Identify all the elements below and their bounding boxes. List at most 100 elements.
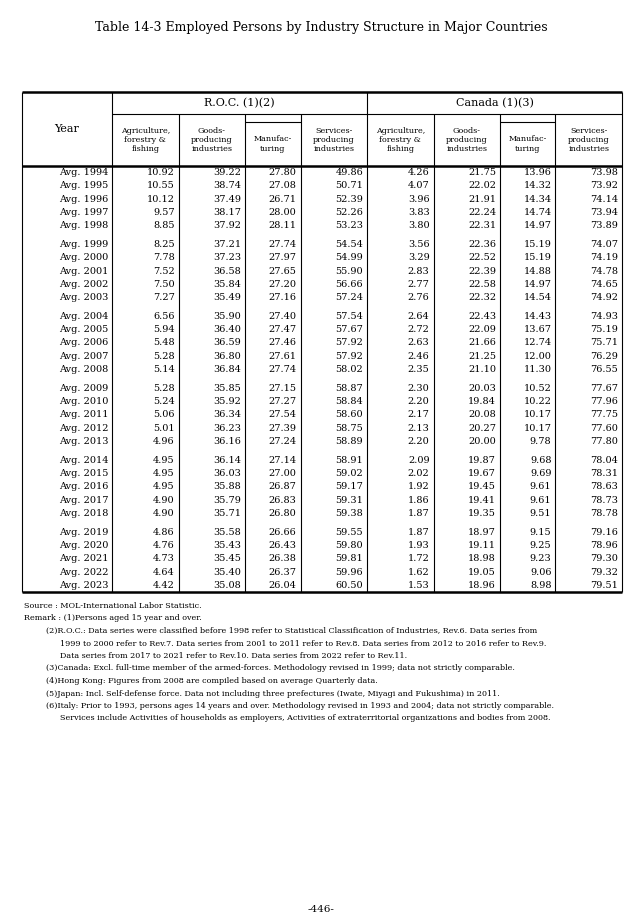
Text: Avg. 2010: Avg. 2010 — [58, 397, 108, 407]
Text: 4.73: 4.73 — [153, 554, 175, 564]
Text: Avg. 2011: Avg. 2011 — [58, 410, 108, 419]
Text: Avg. 2018: Avg. 2018 — [58, 509, 108, 517]
Text: 26.80: 26.80 — [269, 509, 297, 517]
Text: 27.97: 27.97 — [268, 253, 297, 262]
Text: 78.73: 78.73 — [590, 495, 618, 505]
Text: 38.17: 38.17 — [213, 208, 241, 217]
Text: 19.87: 19.87 — [468, 456, 496, 465]
Text: 1.87: 1.87 — [408, 529, 429, 537]
Text: 10.17: 10.17 — [523, 410, 551, 419]
Text: 2.76: 2.76 — [408, 293, 429, 302]
Text: 1999 to 2000 refer to Rev.7. Data series from 2001 to 2011 refer to Rev.8. Data : 1999 to 2000 refer to Rev.7. Data series… — [60, 639, 546, 648]
Text: 36.58: 36.58 — [213, 266, 241, 275]
Text: 1.53: 1.53 — [408, 581, 429, 590]
Text: (5)Japan: Incl. Self-defense force. Data not including three prefectures (Iwate,: (5)Japan: Incl. Self-defense force. Data… — [46, 689, 499, 698]
Text: 10.17: 10.17 — [523, 424, 551, 432]
Text: 9.25: 9.25 — [530, 541, 551, 551]
Text: Services-
producing
industries: Services- producing industries — [313, 127, 354, 153]
Text: 2.09: 2.09 — [408, 456, 429, 465]
Text: 58.89: 58.89 — [335, 437, 363, 446]
Text: 27.20: 27.20 — [268, 280, 297, 288]
Text: 6.56: 6.56 — [153, 312, 175, 322]
Text: 22.02: 22.02 — [468, 181, 496, 190]
Text: 49.86: 49.86 — [335, 168, 363, 177]
Text: 1.93: 1.93 — [408, 541, 429, 551]
Text: 27.40: 27.40 — [268, 312, 297, 322]
Text: 2.20: 2.20 — [408, 437, 429, 446]
Text: Avg. 2002: Avg. 2002 — [58, 280, 108, 288]
Text: 74.65: 74.65 — [590, 280, 618, 288]
Text: (6)Italy: Prior to 1993, persons ages 14 years and over. Methodology revised in : (6)Italy: Prior to 1993, persons ages 14… — [46, 702, 554, 710]
Text: 57.24: 57.24 — [335, 293, 363, 302]
Text: Goods-
producing
industries: Goods- producing industries — [446, 127, 488, 153]
Text: 15.19: 15.19 — [524, 253, 551, 262]
Text: 26.43: 26.43 — [268, 541, 297, 551]
Text: Avg. 1999: Avg. 1999 — [59, 240, 108, 249]
Text: 2.17: 2.17 — [408, 410, 429, 419]
Text: 35.90: 35.90 — [213, 312, 241, 322]
Text: 13.96: 13.96 — [524, 168, 551, 177]
Text: 19.45: 19.45 — [468, 482, 496, 492]
Text: Avg. 2001: Avg. 2001 — [58, 266, 108, 275]
Text: Table 14-3 Employed Persons by Industry Structure in Major Countries: Table 14-3 Employed Persons by Industry … — [94, 21, 548, 34]
Text: 35.49: 35.49 — [213, 293, 241, 302]
Text: 1.87: 1.87 — [408, 509, 429, 517]
Text: 57.92: 57.92 — [335, 338, 363, 347]
Text: 58.60: 58.60 — [335, 410, 363, 419]
Text: 73.89: 73.89 — [590, 221, 618, 230]
Text: 57.92: 57.92 — [335, 352, 363, 360]
Text: 19.67: 19.67 — [468, 469, 496, 479]
Text: 58.84: 58.84 — [335, 397, 363, 407]
Text: 76.55: 76.55 — [590, 365, 618, 374]
Text: 7.78: 7.78 — [153, 253, 175, 262]
Text: 21.25: 21.25 — [468, 352, 496, 360]
Text: 21.10: 21.10 — [468, 365, 496, 374]
Text: 27.39: 27.39 — [268, 424, 297, 432]
Text: 74.78: 74.78 — [590, 266, 618, 275]
Text: 10.55: 10.55 — [147, 181, 175, 190]
Text: 9.61: 9.61 — [530, 482, 551, 492]
Text: 10.12: 10.12 — [146, 194, 175, 203]
Text: 4.90: 4.90 — [153, 495, 175, 505]
Text: Avg. 2013: Avg. 2013 — [58, 437, 108, 446]
Text: 4.42: 4.42 — [153, 581, 175, 590]
Text: 2.20: 2.20 — [408, 397, 429, 407]
Text: Avg. 2012: Avg. 2012 — [58, 424, 108, 432]
Text: 2.64: 2.64 — [408, 312, 429, 322]
Text: R.O.C. (1)(2): R.O.C. (1)(2) — [204, 98, 275, 108]
Text: 15.19: 15.19 — [524, 240, 551, 249]
Text: 9.06: 9.06 — [530, 567, 551, 577]
Text: 1.62: 1.62 — [408, 567, 429, 577]
Text: 9.15: 9.15 — [530, 529, 551, 537]
Text: 37.92: 37.92 — [213, 221, 241, 230]
Text: 2.63: 2.63 — [408, 338, 429, 347]
Text: 5.06: 5.06 — [153, 410, 175, 419]
Text: 5.94: 5.94 — [153, 325, 175, 334]
Text: 26.38: 26.38 — [268, 554, 297, 564]
Text: Avg. 2000: Avg. 2000 — [59, 253, 108, 262]
Text: 52.26: 52.26 — [335, 208, 363, 217]
Text: 35.58: 35.58 — [213, 529, 241, 537]
Text: 20.27: 20.27 — [468, 424, 496, 432]
Text: 59.02: 59.02 — [335, 469, 363, 479]
Text: Agriculture,
forestry &
fishing: Agriculture, forestry & fishing — [376, 127, 425, 153]
Text: 10.52: 10.52 — [524, 384, 551, 393]
Text: Manufac-
turing: Manufac- turing — [254, 136, 292, 152]
Text: 19.35: 19.35 — [468, 509, 496, 517]
Text: 36.23: 36.23 — [213, 424, 241, 432]
Text: Goods-
producing
industries: Goods- producing industries — [191, 127, 232, 153]
Text: 54.54: 54.54 — [335, 240, 363, 249]
Text: 12.74: 12.74 — [523, 338, 551, 347]
Text: 36.03: 36.03 — [213, 469, 241, 479]
Text: 27.15: 27.15 — [268, 384, 297, 393]
Text: Source : MOL-International Labor Statistic.: Source : MOL-International Labor Statist… — [24, 602, 202, 610]
Text: 2.30: 2.30 — [408, 384, 429, 393]
Text: Avg. 2014: Avg. 2014 — [58, 456, 108, 465]
Text: 76.29: 76.29 — [590, 352, 618, 360]
Text: (4)Hong Kong: Figures from 2008 are compiled based on average Quarterly data.: (4)Hong Kong: Figures from 2008 are comp… — [46, 677, 377, 685]
Text: 22.32: 22.32 — [468, 293, 496, 302]
Text: 36.34: 36.34 — [213, 410, 241, 419]
Text: 37.49: 37.49 — [213, 194, 241, 203]
Text: 27.00: 27.00 — [268, 469, 297, 479]
Text: 59.96: 59.96 — [335, 567, 363, 577]
